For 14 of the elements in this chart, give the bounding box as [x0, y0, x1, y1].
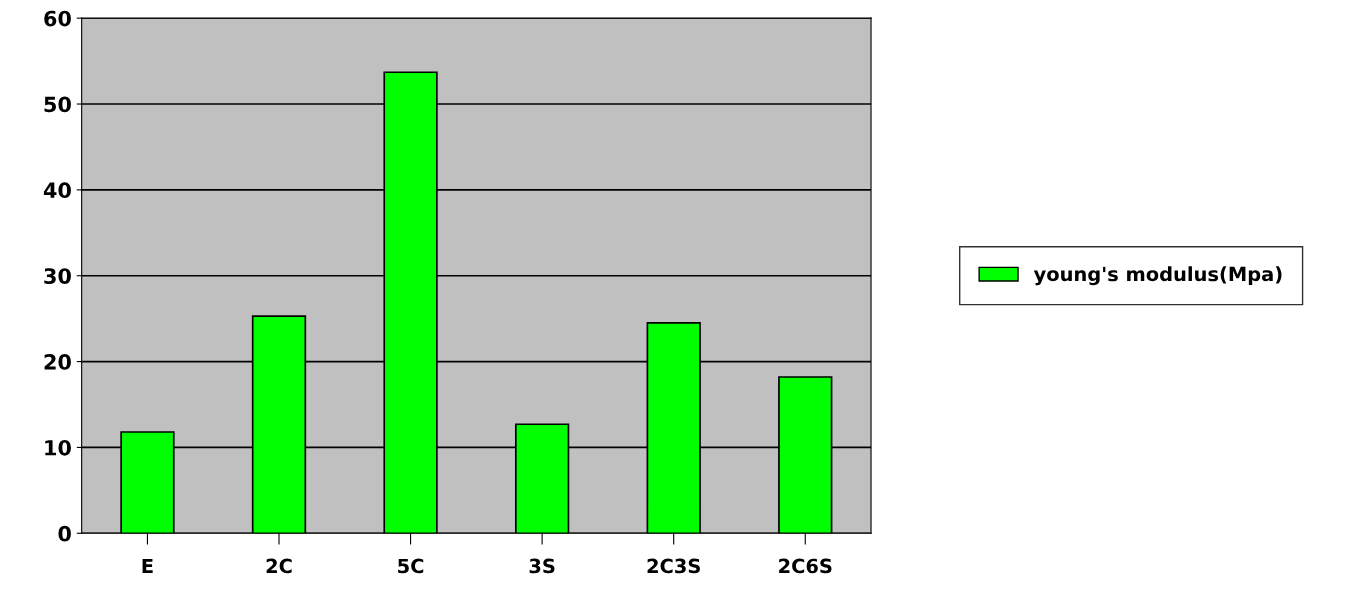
y-tick-label: 30 — [44, 268, 71, 284]
x-tick-label: 2C3S — [647, 558, 700, 574]
y-tick-label: 50 — [44, 96, 71, 113]
legend-label: young's modulus(Mpa) — [1033, 266, 1282, 286]
y-tick-label: 10 — [45, 439, 71, 456]
y-tick-label: 60 — [44, 10, 71, 27]
x-tick-label: 3S — [529, 558, 555, 574]
y-tick-label: 40 — [43, 182, 71, 199]
x-tick-label: 2C6S — [779, 558, 832, 574]
x-tick-label: E — [142, 558, 153, 574]
y-tick-label: 0 — [58, 525, 71, 542]
x-tick-label: 2C — [266, 558, 292, 574]
x-tick-label: 5C — [398, 558, 424, 574]
y-tick-label: 20 — [44, 354, 71, 370]
